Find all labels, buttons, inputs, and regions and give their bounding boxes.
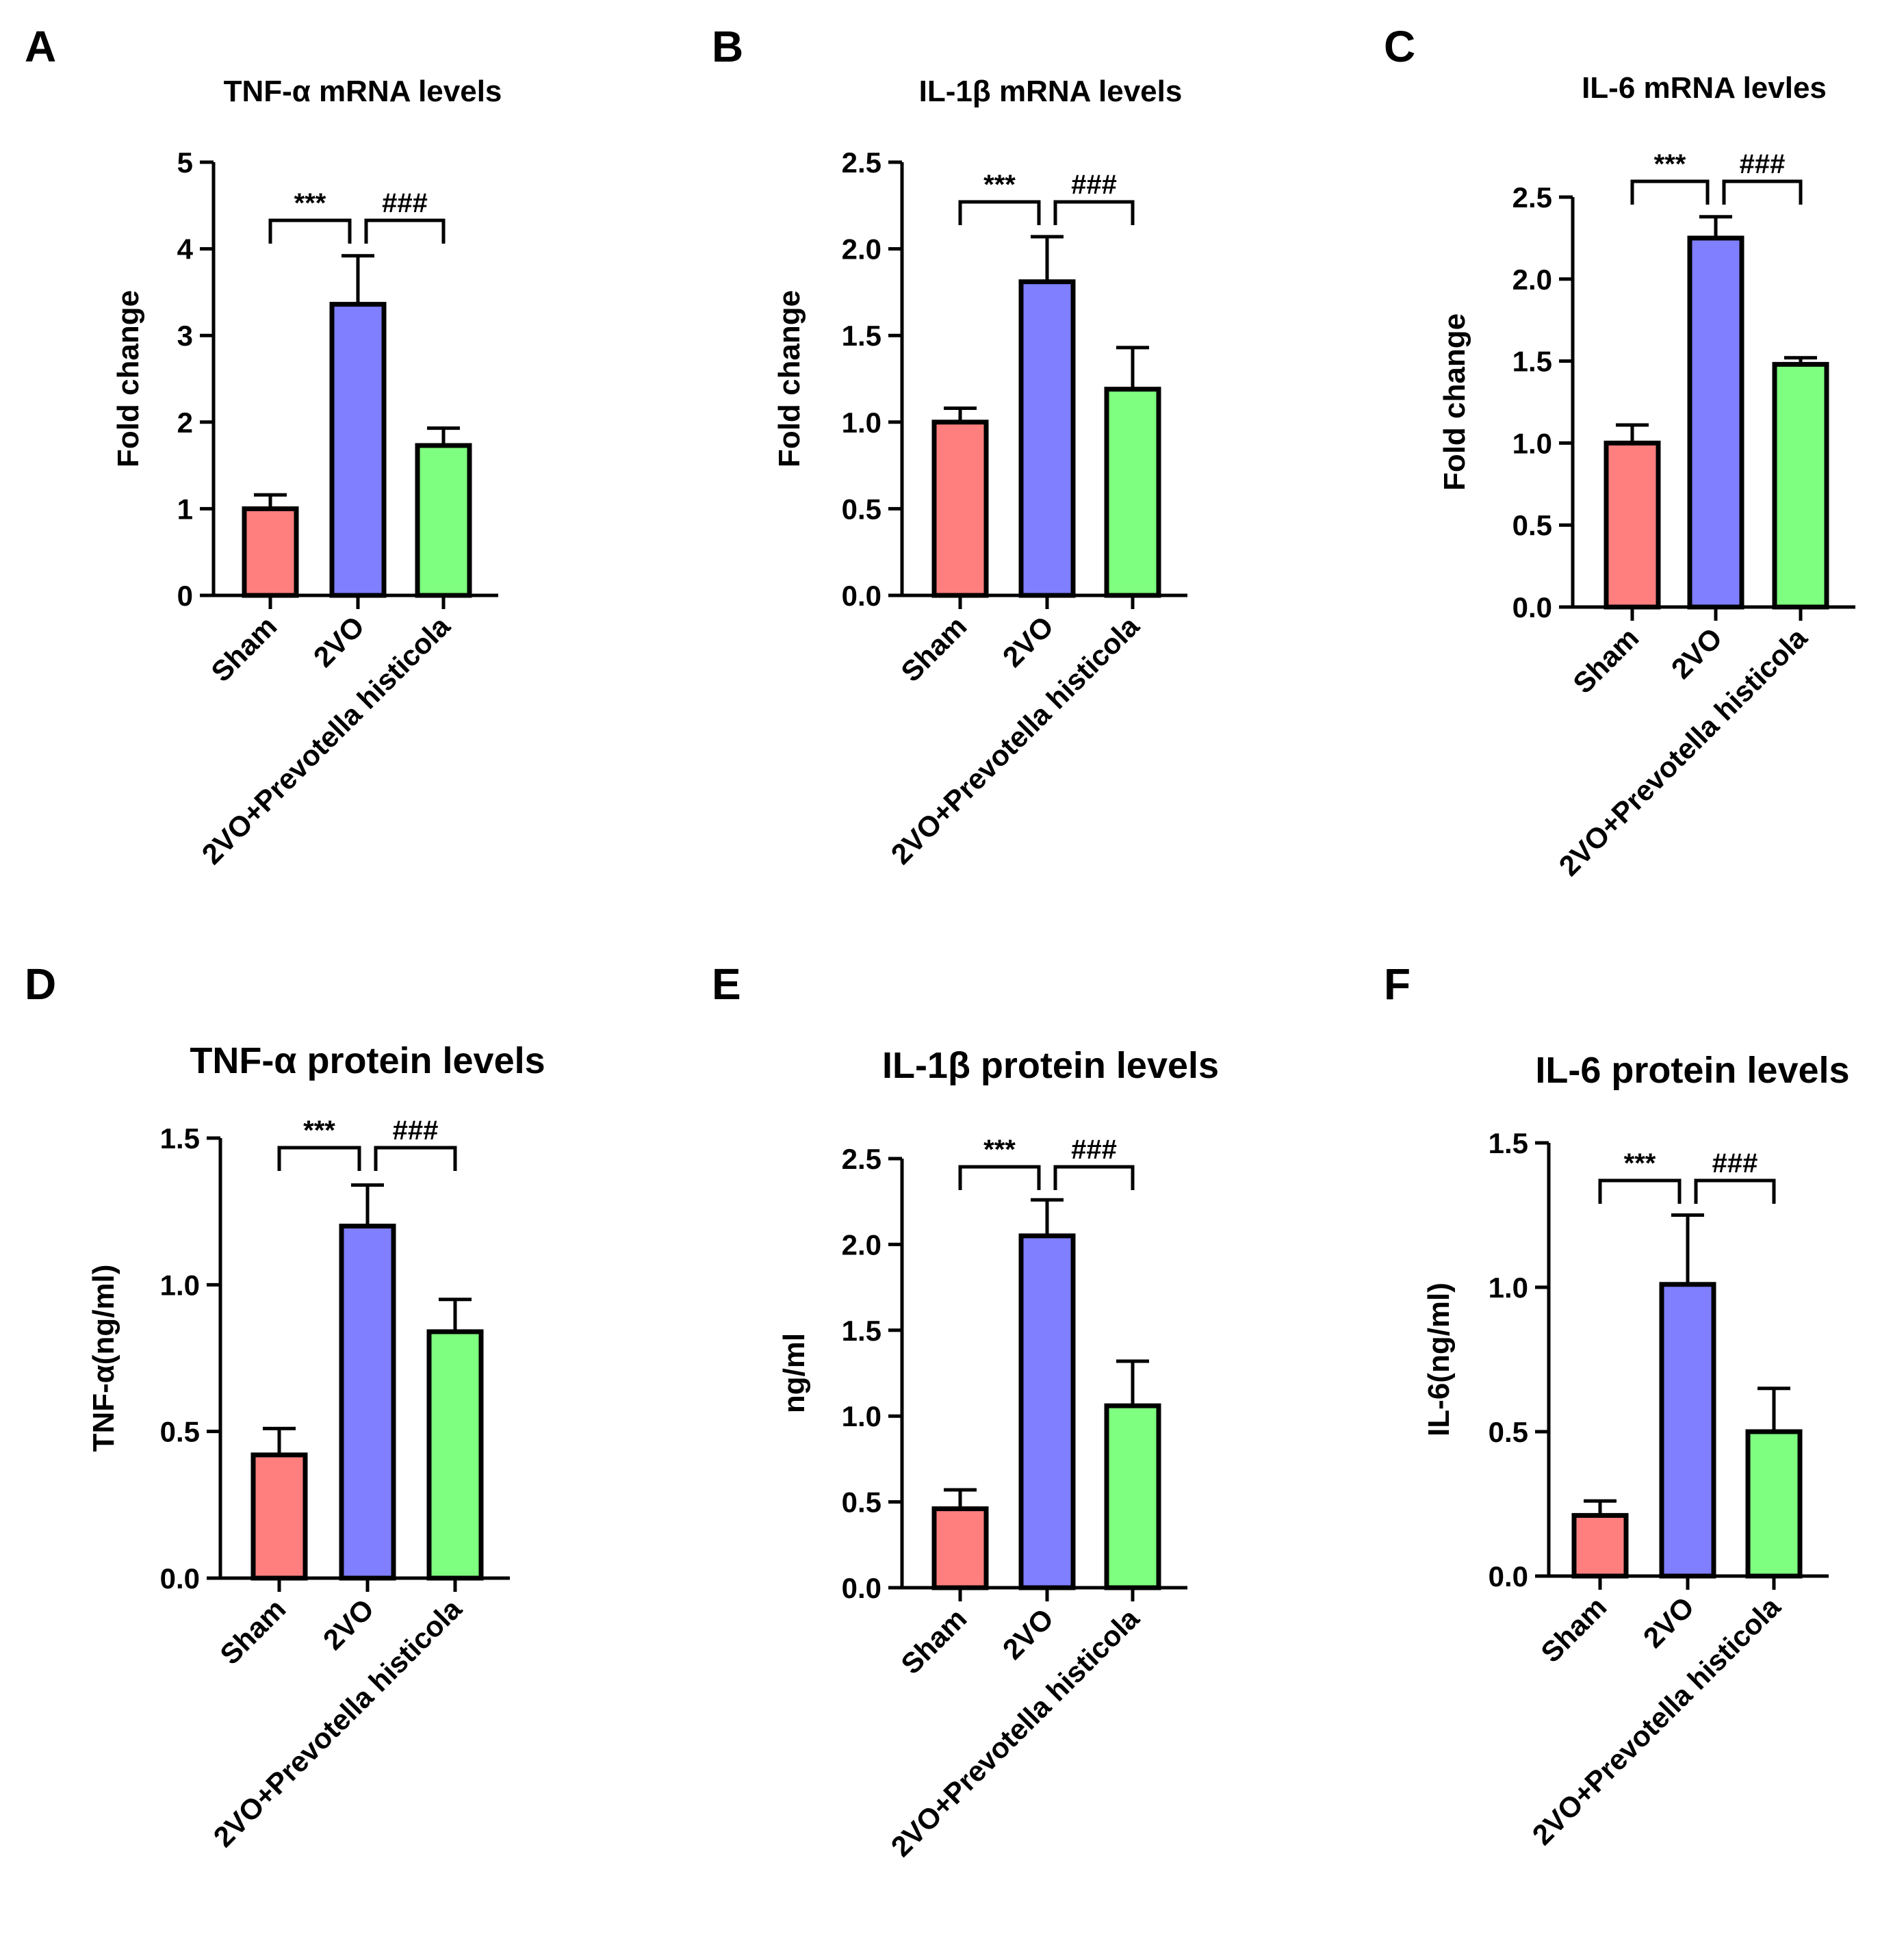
chart-title: IL-1β mRNA levels (919, 75, 1183, 108)
y-axis-label: Fold change (773, 290, 806, 467)
y-tick-label: 1.0 (842, 1400, 881, 1432)
bar-2vo (329, 302, 387, 598)
y-tick-label: 2 (177, 407, 193, 439)
bar-2vo-prevotella-histicola (415, 443, 472, 598)
y-tick-label: 1.0 (842, 407, 881, 439)
significance-label: *** (1654, 149, 1686, 179)
y-tick-label: 1.0 (1489, 1272, 1528, 1304)
y-tick-label: 3 (177, 320, 193, 352)
chart-title: IL-6 protein levels (1535, 1050, 1849, 1091)
y-tick-label: 0.0 (842, 1572, 881, 1604)
bar-2vo (1659, 1282, 1716, 1579)
panel-letter: F (1384, 959, 1411, 1009)
y-axis-label: Fold change (112, 290, 145, 467)
y-tick-label: 1.0 (1512, 427, 1552, 459)
bar-sham (1571, 1512, 1629, 1579)
y-tick-label: 0.5 (842, 493, 881, 525)
significance-bracket (958, 200, 1041, 225)
bar-2vo-prevotella-histicola (1772, 361, 1829, 610)
bar-2vo (1018, 1233, 1076, 1590)
y-tick-label: 0.5 (842, 1486, 881, 1519)
chart-title: TNF-α mRNA levels (224, 75, 502, 108)
y-tick-label: 0 (177, 580, 193, 612)
bar-sham (931, 420, 989, 598)
y-tick-label: 0.0 (160, 1562, 200, 1595)
panel-letter: B (712, 22, 743, 71)
significance-bracket (1722, 179, 1803, 205)
y-tick-label: 2.5 (842, 1143, 881, 1175)
significance-label: *** (303, 1116, 335, 1146)
significance-bracket (1694, 1178, 1776, 1204)
significance-bracket (364, 218, 446, 244)
bar-2vo (1687, 235, 1744, 610)
y-tick-label: 0.0 (842, 580, 881, 612)
chart-title: IL-6 mRNA levles (1582, 71, 1827, 105)
bar-sham (931, 1506, 989, 1590)
bar-sham (1604, 440, 1661, 610)
significance-bracket (374, 1146, 457, 1171)
y-tick-label: 0.5 (1512, 509, 1552, 541)
y-tick-label: 2.5 (1512, 181, 1552, 214)
significance-label: ### (393, 1116, 439, 1146)
y-tick-label: 1.5 (160, 1122, 200, 1155)
y-tick-label: 5 (177, 146, 193, 179)
y-tick-label: 1 (177, 493, 193, 525)
panel-letter: E (712, 959, 741, 1009)
y-tick-label: 1.0 (160, 1269, 200, 1301)
significance-label: ### (1740, 149, 1786, 179)
significance-bracket (1053, 200, 1135, 225)
y-axis-label: TNF-α(ng/ml) (87, 1265, 120, 1452)
y-tick-label: 1.5 (842, 320, 881, 352)
significance-label: *** (983, 1135, 1016, 1165)
bar-sham (250, 1452, 308, 1581)
y-axis-label: ng/ml (777, 1333, 811, 1413)
y-tick-label: 1.5 (1489, 1127, 1528, 1159)
significance-bracket (1053, 1165, 1135, 1190)
significance-bracket (1598, 1178, 1682, 1204)
significance-bracket (1630, 179, 1710, 205)
y-tick-label: 2.5 (842, 146, 881, 179)
significance-label: *** (1624, 1148, 1656, 1178)
y-tick-label: 0.5 (1489, 1416, 1528, 1448)
panel-letter: C (1384, 22, 1415, 71)
bar-sham (242, 506, 299, 598)
y-tick-label: 2.0 (842, 1228, 881, 1261)
panel-letter: D (25, 959, 56, 1009)
significance-label: *** (294, 188, 326, 218)
bar-2vo-prevotella-histicola (1104, 387, 1161, 598)
bar-2vo-prevotella-histicola (1745, 1429, 1803, 1579)
y-tick-label: 2.0 (1512, 263, 1552, 296)
significance-bracket (268, 218, 352, 244)
y-tick-label: 0.0 (1489, 1560, 1528, 1592)
significance-label: *** (983, 170, 1016, 200)
bar-2vo (1018, 279, 1076, 598)
significance-label: ### (1071, 170, 1117, 200)
y-tick-label: 4 (177, 233, 194, 266)
significance-label: ### (1071, 1135, 1117, 1165)
bar-2vo-prevotella-histicola (426, 1329, 484, 1581)
y-tick-label: 1.5 (1512, 346, 1552, 378)
bar-2vo-prevotella-histicola (1104, 1403, 1161, 1590)
panel-letter: A (25, 22, 56, 71)
significance-bracket (277, 1146, 361, 1171)
y-tick-label: 1.5 (842, 1315, 881, 1347)
chart-title: IL-1β protein levels (882, 1045, 1219, 1086)
significance-label: ### (1712, 1148, 1758, 1178)
y-tick-label: 0.0 (1512, 591, 1552, 623)
chart-title: TNF-α protein levels (190, 1040, 545, 1081)
y-axis-label: IL-6(ng/ml) (1422, 1282, 1456, 1436)
y-axis-label: Fold change (1438, 313, 1471, 491)
significance-bracket (958, 1165, 1041, 1190)
y-tick-label: 0.5 (160, 1416, 200, 1448)
y-tick-label: 2.0 (842, 233, 881, 266)
bar-2vo (339, 1224, 396, 1581)
significance-label: ### (382, 188, 428, 218)
